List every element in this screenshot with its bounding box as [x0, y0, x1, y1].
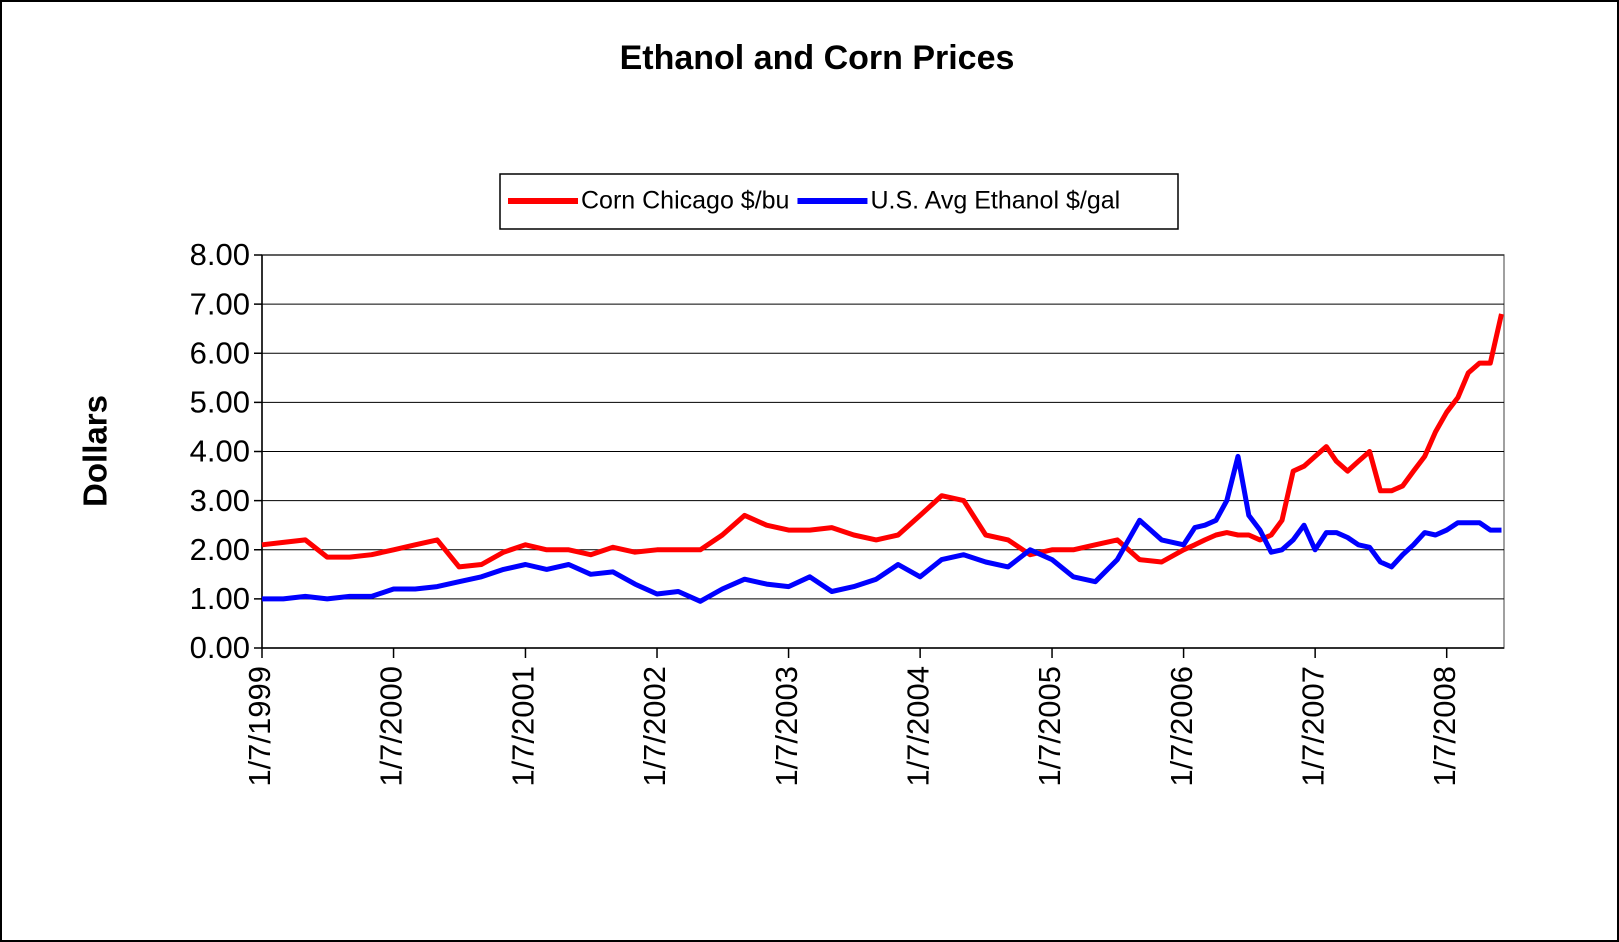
- x-tick-label: 1/7/2001: [506, 666, 541, 787]
- y-tick-label: 8.00: [190, 237, 250, 272]
- y-tick-label: 6.00: [190, 335, 250, 370]
- y-tick-label: 1.00: [190, 581, 250, 616]
- x-tick-label: 1/7/2003: [769, 666, 804, 787]
- x-tick-label: 1/7/2007: [1295, 666, 1330, 787]
- legend-label: Corn Chicago $/bu: [581, 187, 789, 215]
- x-tick-label: 1/7/2000: [374, 666, 409, 787]
- y-tick-label: 5.00: [190, 385, 250, 420]
- legend-label: U.S. Avg Ethanol $/gal: [870, 187, 1120, 215]
- x-tick-label: 1/7/2002: [637, 666, 672, 787]
- x-tick-label: 1/7/2005: [1032, 666, 1067, 787]
- y-tick-label: 4.00: [190, 434, 250, 469]
- x-tick-label: 1/7/2006: [1164, 666, 1199, 787]
- y-tick-label: 3.00: [190, 483, 250, 518]
- x-tick-label: 1/7/1999: [242, 666, 277, 787]
- y-tick-label: 2.00: [190, 532, 250, 567]
- x-tick-label: 1/7/2004: [900, 666, 935, 787]
- x-tick-label: 1/7/2008: [1427, 666, 1462, 787]
- y-axis-label: Dollars: [77, 395, 114, 507]
- y-tick-label: 7.00: [190, 286, 250, 321]
- chart-title: Ethanol and Corn Prices: [620, 39, 1015, 77]
- y-tick-label: 0.00: [190, 630, 250, 665]
- series-line: [262, 453, 1502, 604]
